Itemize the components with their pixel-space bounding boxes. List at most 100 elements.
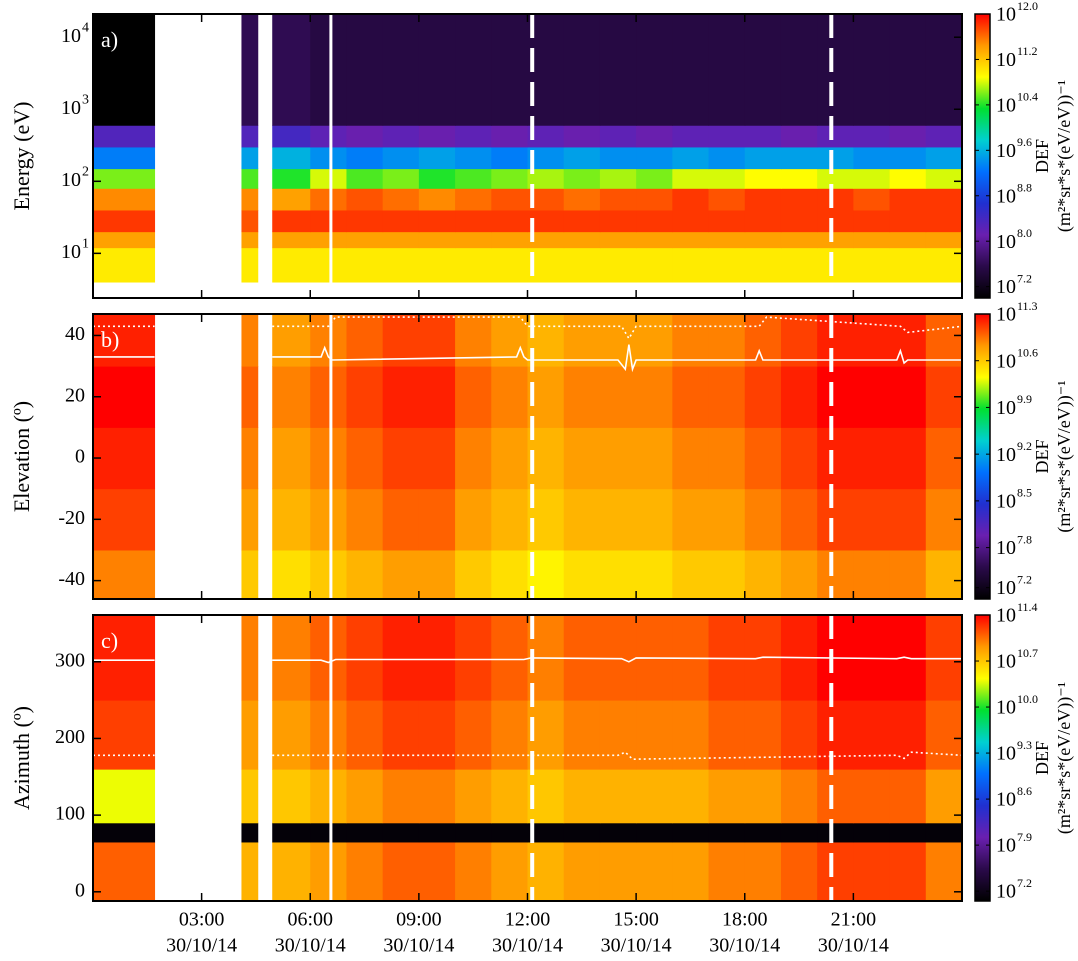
cell xyxy=(346,314,384,367)
colorbar-label: DEF xyxy=(1032,439,1052,473)
colorbar-tick-label: 10 xyxy=(996,140,1016,162)
colorbar-tick-exponent: 10.6 xyxy=(1017,345,1038,359)
colorbar-tick-exponent: 8.5 xyxy=(1017,486,1032,500)
cell xyxy=(817,366,854,428)
cell xyxy=(272,700,311,770)
cell xyxy=(889,14,927,126)
cell xyxy=(346,247,384,283)
colorbar-units: (m²*sr*s*(eV/eV))⁻¹ xyxy=(1054,682,1075,834)
cell xyxy=(346,841,384,901)
cell xyxy=(925,209,962,233)
cell xyxy=(272,209,311,233)
cell xyxy=(817,700,854,770)
cell xyxy=(382,168,420,189)
cell xyxy=(889,769,927,824)
cell xyxy=(272,314,311,367)
cell xyxy=(708,366,746,428)
cell xyxy=(310,168,347,189)
cell xyxy=(418,231,456,249)
cell xyxy=(346,14,384,126)
cell xyxy=(346,168,384,189)
cell xyxy=(708,700,746,770)
colorbar-tick-label: 10 xyxy=(996,397,1016,419)
cell xyxy=(780,146,818,170)
cell xyxy=(780,549,818,599)
cell xyxy=(563,188,601,211)
cell xyxy=(241,427,259,490)
cell xyxy=(925,549,962,599)
colorbar-tick-label: 10 xyxy=(996,605,1016,627)
colorbar-tick-label: 10 xyxy=(996,651,1016,673)
cell xyxy=(241,146,259,170)
cell xyxy=(382,247,420,283)
colorbar-tick-label: 10 xyxy=(996,350,1016,372)
cell xyxy=(310,188,347,211)
cell xyxy=(272,488,311,551)
cell xyxy=(636,549,673,599)
cell xyxy=(310,146,347,170)
plot-frame xyxy=(92,614,963,902)
cell xyxy=(418,146,456,170)
cell xyxy=(93,366,156,428)
cell xyxy=(418,769,456,824)
cell xyxy=(310,314,347,367)
y-tick-label: 20 xyxy=(65,384,85,406)
cell xyxy=(455,427,492,490)
cell xyxy=(889,549,927,599)
cell xyxy=(672,366,710,428)
cell xyxy=(925,841,962,901)
cell xyxy=(780,14,818,126)
cell xyxy=(241,488,259,551)
cell xyxy=(418,700,456,770)
cell xyxy=(455,841,492,901)
cell xyxy=(455,366,492,428)
cell xyxy=(780,209,818,233)
x-tick-date: 30/10/14 xyxy=(601,935,672,957)
cell xyxy=(708,822,746,843)
cell xyxy=(744,366,782,428)
cell xyxy=(563,247,601,283)
y-tick-label: -40 xyxy=(58,568,85,590)
cell xyxy=(817,549,854,599)
cell xyxy=(455,488,492,551)
direction-line xyxy=(93,316,962,341)
cell xyxy=(272,769,311,824)
cell xyxy=(272,146,311,170)
cell xyxy=(636,209,673,233)
y-tick-exponent: 3 xyxy=(82,92,89,107)
cell xyxy=(272,125,311,148)
colorbar-tick-exponent: 9.2 xyxy=(1017,439,1032,453)
cell xyxy=(744,427,782,490)
cell xyxy=(455,314,492,367)
cell xyxy=(491,125,528,148)
cell xyxy=(889,247,927,283)
cell xyxy=(853,488,891,551)
cell xyxy=(780,427,818,490)
plot-frame xyxy=(92,13,963,299)
colorbar-tick-exponent: 10.0 xyxy=(1017,692,1038,706)
cell xyxy=(491,488,528,551)
cell xyxy=(272,14,311,126)
cell xyxy=(599,168,637,189)
cell xyxy=(346,549,384,599)
cell xyxy=(780,125,818,148)
cell xyxy=(636,427,673,490)
cell xyxy=(599,822,637,843)
cell xyxy=(636,14,673,126)
cell xyxy=(563,168,601,189)
cell xyxy=(241,247,259,283)
cell xyxy=(93,427,156,490)
colorbar-tick-exponent: 11.2 xyxy=(1017,44,1038,58)
cell xyxy=(563,549,601,599)
x-tick-label: 21:00 xyxy=(831,909,877,931)
cell xyxy=(418,366,456,428)
cell xyxy=(599,427,637,490)
cell xyxy=(744,488,782,551)
cell xyxy=(672,488,710,551)
cell xyxy=(310,700,347,770)
cell xyxy=(563,366,601,428)
cell xyxy=(563,146,601,170)
cell xyxy=(241,14,259,126)
cell xyxy=(708,841,746,901)
cell xyxy=(599,231,637,249)
